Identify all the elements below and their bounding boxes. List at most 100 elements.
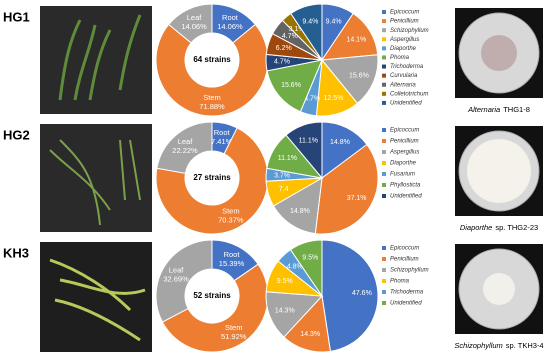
legend-swatch bbox=[382, 161, 386, 165]
legend-swatch bbox=[382, 139, 386, 143]
row-label: HG2 bbox=[3, 127, 30, 142]
legend-swatch bbox=[382, 28, 386, 33]
slice bbox=[321, 239, 379, 352]
legend-swatch bbox=[382, 246, 386, 250]
legend-swatch bbox=[382, 64, 386, 69]
slice-value-label: 71.88% bbox=[199, 102, 225, 111]
legend-swatch bbox=[382, 172, 386, 176]
slice-value-label: 9.5% bbox=[302, 255, 318, 262]
legend-label: Diaporthe bbox=[390, 161, 417, 167]
legend-swatch bbox=[382, 150, 386, 154]
slice-category: Stem bbox=[222, 207, 240, 216]
slice-category: Stem bbox=[203, 93, 221, 102]
slice-category: Leaf bbox=[169, 265, 185, 274]
isolate-code: sp. THG2-23 bbox=[495, 223, 538, 232]
slice-value-label: 32.69% bbox=[163, 274, 189, 283]
slice-value-label: 12.5% bbox=[324, 95, 344, 102]
legend-label: Trichoderma bbox=[390, 290, 424, 296]
legend-label: Unidentified bbox=[390, 194, 422, 200]
isolate-genus: Schizophyllum bbox=[454, 341, 502, 350]
slice bbox=[314, 143, 379, 235]
slice bbox=[161, 263, 269, 353]
slice-value-label: 14.3% bbox=[275, 307, 295, 314]
plant-photo bbox=[40, 124, 152, 232]
slice-value-label: 14.06% bbox=[217, 22, 243, 31]
legend-label: Colletotrichum bbox=[390, 91, 428, 97]
slice-value-label: 15.39% bbox=[219, 259, 245, 268]
legend-label: Phoma bbox=[390, 55, 410, 61]
isolate-code: THG1-8 bbox=[503, 105, 530, 114]
plant-photo bbox=[40, 242, 152, 352]
legend-label: Penicillium bbox=[390, 19, 419, 25]
legend-swatch bbox=[382, 46, 386, 51]
legend-label: Schizophyllum bbox=[390, 268, 429, 274]
slice bbox=[266, 59, 323, 113]
legend-label: Penicillium bbox=[390, 257, 419, 263]
slice-value-label: 9.4% bbox=[302, 19, 318, 26]
slice-value-label: 7.41% bbox=[211, 137, 233, 146]
slice-value-label: 14.06% bbox=[181, 22, 207, 31]
photos bbox=[40, 6, 152, 352]
legend-swatch bbox=[382, 55, 386, 60]
slice-value-label: 70.37% bbox=[218, 216, 244, 225]
slice bbox=[265, 291, 324, 338]
slice bbox=[285, 121, 323, 180]
legend-swatch bbox=[382, 91, 386, 96]
row-label: HG1 bbox=[3, 9, 30, 24]
row-label: KH3 bbox=[3, 245, 29, 260]
legend-label: Schizophyllum bbox=[390, 28, 429, 34]
slice-category: Root bbox=[224, 250, 241, 259]
legend-label: Aspergillus bbox=[389, 37, 419, 43]
legend-swatch bbox=[382, 279, 386, 283]
slice-category: Stem bbox=[225, 323, 243, 332]
plant-photo bbox=[40, 6, 152, 114]
isolate-caption: Diaporthe sp. THG2-23 bbox=[460, 223, 538, 232]
slice bbox=[283, 294, 331, 353]
slice-value-label: 3.1% bbox=[289, 26, 305, 33]
legend-swatch bbox=[382, 301, 386, 305]
legend-label: Phyllosticta bbox=[390, 183, 421, 189]
slice-category: Root bbox=[222, 13, 239, 22]
legend-swatch bbox=[382, 290, 386, 294]
slice-value-label: 51.92% bbox=[221, 332, 247, 341]
legend-label: Unidentified bbox=[390, 100, 422, 106]
legend-label: Curvularia bbox=[390, 73, 418, 79]
slice-value-label: 11.1% bbox=[278, 155, 297, 162]
slice-value-label: 14.8% bbox=[290, 208, 310, 215]
slice-value-label: 4.7% bbox=[304, 96, 320, 103]
isolate-caption: Schizophyllum sp. TKH3-4 bbox=[454, 341, 543, 350]
slice bbox=[156, 121, 213, 174]
slice-value-label: 22.22% bbox=[172, 146, 198, 155]
slice bbox=[289, 239, 323, 298]
legend-swatch bbox=[382, 100, 386, 105]
legend-swatch bbox=[382, 268, 386, 272]
legend-swatch bbox=[382, 19, 386, 24]
slice-category: Leaf bbox=[187, 13, 203, 22]
legend-swatch bbox=[382, 183, 386, 187]
slice bbox=[290, 3, 323, 62]
slice-value-label: 3.7% bbox=[274, 172, 290, 179]
legend-swatch bbox=[382, 257, 386, 261]
slice-value-label: 9.5% bbox=[277, 278, 293, 285]
legend-swatch bbox=[382, 128, 386, 132]
slice-value-label: 14.8% bbox=[330, 139, 350, 146]
slice bbox=[155, 23, 269, 117]
legend-swatch bbox=[382, 194, 386, 198]
slice-value-label: 4.7% bbox=[274, 59, 290, 66]
slice-value-label: 15.6% bbox=[349, 72, 369, 79]
slice-value-label: 14.3% bbox=[300, 331, 320, 338]
legend-label: Diaporthe bbox=[390, 46, 417, 52]
legend-label: Phoma bbox=[390, 279, 410, 285]
slice bbox=[321, 54, 379, 105]
slice-value-label: 7.4 bbox=[279, 186, 289, 193]
legend-swatch bbox=[382, 82, 386, 87]
slice-value-label: 4.8% bbox=[287, 264, 303, 271]
slice bbox=[321, 121, 368, 179]
legend-label: Penicillium bbox=[390, 139, 419, 145]
isolate-genus: Alternaria bbox=[467, 105, 500, 114]
slice bbox=[168, 3, 213, 44]
legend-label: Trichoderma bbox=[390, 64, 424, 70]
legend-label: Aspergillus bbox=[389, 150, 419, 156]
legend-label: Fusarium bbox=[390, 172, 415, 178]
isolate-genus: Diaporthe bbox=[460, 223, 493, 232]
